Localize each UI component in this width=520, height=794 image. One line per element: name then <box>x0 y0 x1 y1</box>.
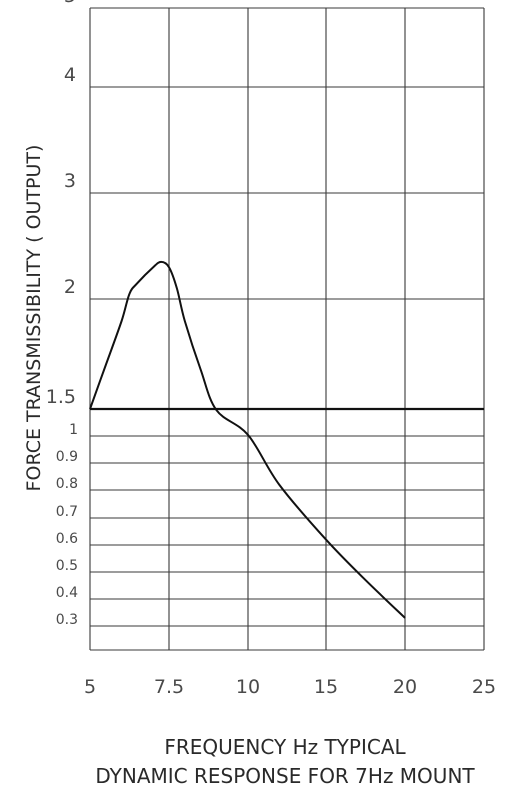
chart-title: DYNAMIC RESPONSE FOR 7Hz MOUNT <box>95 764 475 788</box>
y-tick-label: 0.6 <box>56 531 78 547</box>
x-axis-label: FREQUENCY Hz TYPICAL <box>164 735 406 759</box>
y-tick-label: 5 <box>64 0 76 7</box>
y-tick-label: 1.5 <box>46 386 76 408</box>
y-tick-label: 0.4 <box>56 585 78 601</box>
y-tick-label: 0.3 <box>56 612 78 628</box>
y-tick-label: 3 <box>64 170 76 192</box>
series-line <box>89 260 406 619</box>
y-axis-label: FORCE TRANSMISSIBILITY ( OUTPUT) <box>23 145 45 492</box>
y-tick-labels: 5 4 3 2 1.5 1 0.9 0.8 0.7 0.6 0.5 0.4 0.3 <box>46 0 78 628</box>
y-tick-label: 0.7 <box>56 504 78 520</box>
y-tick-label: 0.9 <box>56 449 78 465</box>
x-tick-label: 15 <box>314 676 338 698</box>
series-group <box>89 260 406 619</box>
y-tick-label: 2 <box>64 276 76 298</box>
y-tick-label: 0.5 <box>56 558 78 574</box>
y-tick-label: 0.8 <box>56 476 78 492</box>
y-tick-label: 4 <box>64 64 76 86</box>
x-tick-label: 5 <box>84 676 96 698</box>
x-tick-label: 20 <box>393 676 417 698</box>
grid <box>89 7 485 651</box>
y-tick-label: 1 <box>69 422 78 438</box>
x-tick-label: 25 <box>472 676 496 698</box>
x-tick-label: 7.5 <box>154 676 184 698</box>
x-tick-label: 10 <box>236 676 260 698</box>
x-tick-labels: 5 7.5 10 15 20 25 <box>84 676 496 698</box>
